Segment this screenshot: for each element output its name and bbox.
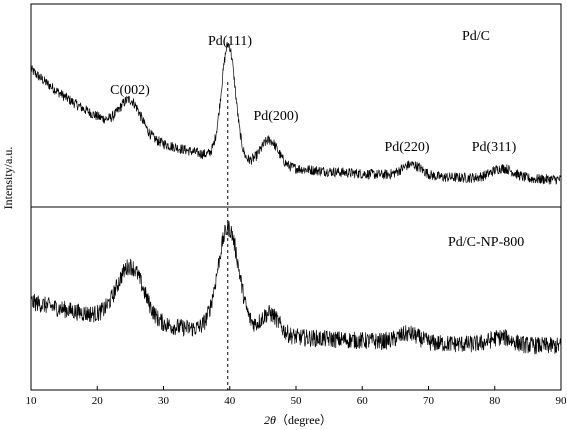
peak-label-c002: C(002): [110, 83, 150, 98]
x-tick-label: 70: [423, 395, 435, 407]
x-axis-label-symbol: 2θ: [264, 413, 276, 427]
x-tick-label: 90: [556, 395, 567, 407]
peak-label-pd311: Pd(311): [472, 140, 517, 155]
x-tick-label: 30: [158, 395, 170, 407]
peak-label-pd220: Pd(220): [384, 140, 429, 155]
x-tick-label: 20: [92, 395, 104, 407]
x-axis-label-unit: （degree）: [276, 413, 332, 427]
peak-label-pd111: Pd(111): [208, 34, 252, 49]
x-axis-ticks: 10 20 30 40 50 60 70 80 90: [26, 386, 567, 407]
x-tick-label: 40: [224, 395, 236, 407]
series-label-pd-c-np-800: Pd/C-NP-800: [448, 235, 524, 250]
x-tick-label: 10: [26, 395, 38, 407]
series-label-pd-c: Pd/C: [462, 29, 490, 44]
x-axis-label: 2θ（degree）: [264, 413, 332, 427]
series-pd-c: [30, 41, 562, 185]
x-tick-label: 50: [291, 395, 303, 407]
x-tick-label: 80: [489, 395, 501, 407]
x-tick-label: 60: [357, 395, 369, 407]
y-axis-label: Intensity/a.u.: [1, 147, 15, 210]
peak-label-pd200: Pd(200): [253, 109, 298, 124]
series-pd-c-np-800: [30, 220, 562, 355]
